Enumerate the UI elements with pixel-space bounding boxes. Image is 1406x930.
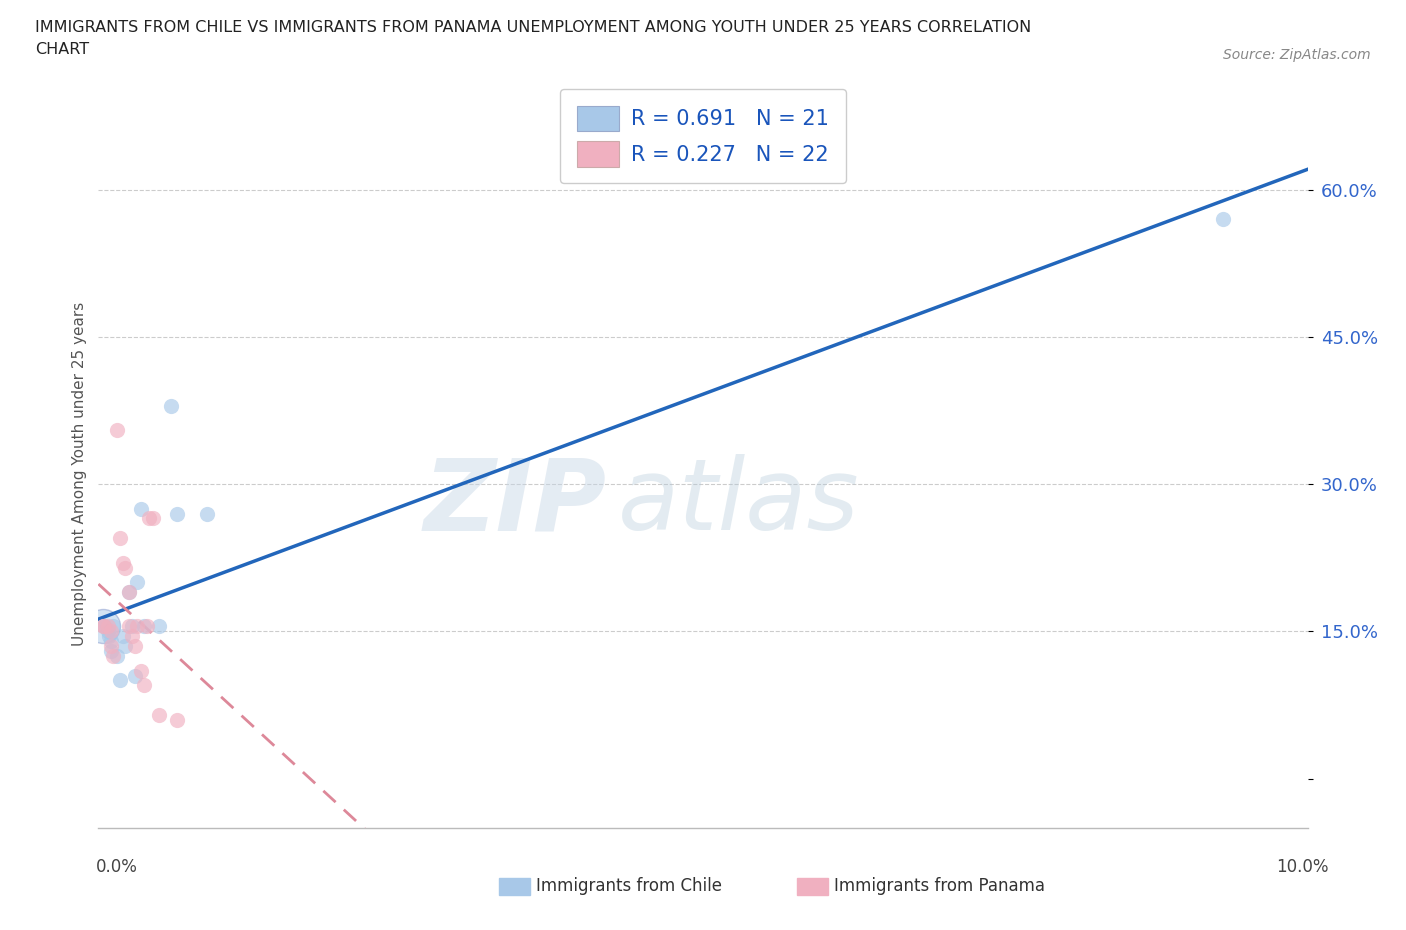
Text: ZIP: ZIP <box>423 454 606 551</box>
Point <box>134 678 156 693</box>
Point <box>108 531 131 546</box>
Point <box>118 585 141 600</box>
Point <box>91 619 114 634</box>
Point <box>111 629 134 644</box>
Point <box>148 619 170 634</box>
Point <box>111 555 134 570</box>
Point <box>118 585 141 600</box>
Text: Immigrants from Chile: Immigrants from Chile <box>536 877 721 896</box>
Point <box>129 663 152 678</box>
Point <box>97 624 120 639</box>
Point <box>148 708 170 723</box>
Point <box>98 629 121 644</box>
Point <box>105 423 128 438</box>
Point <box>1212 212 1234 227</box>
Point <box>129 501 152 516</box>
Point <box>114 639 136 654</box>
Y-axis label: Unemployment Among Youth under 25 years: Unemployment Among Youth under 25 years <box>72 302 87 646</box>
Point <box>138 512 160 526</box>
Text: IMMIGRANTS FROM CHILE VS IMMIGRANTS FROM PANAMA UNEMPLOYMENT AMONG YOUTH UNDER 2: IMMIGRANTS FROM CHILE VS IMMIGRANTS FROM… <box>35 20 1032 35</box>
Point <box>108 673 131 688</box>
Point <box>124 668 146 683</box>
Point <box>114 560 136 575</box>
Point <box>121 619 143 634</box>
Point <box>160 398 183 413</box>
Point <box>142 512 165 526</box>
Point <box>101 619 124 634</box>
Text: Immigrants from Panama: Immigrants from Panama <box>834 877 1045 896</box>
Point <box>100 644 122 658</box>
Point <box>91 619 114 634</box>
Text: 10.0%: 10.0% <box>1277 857 1329 876</box>
Point <box>93 619 115 634</box>
Point <box>100 624 122 639</box>
Text: 0.0%: 0.0% <box>96 857 138 876</box>
Text: Source: ZipAtlas.com: Source: ZipAtlas.com <box>1223 48 1371 62</box>
Point <box>101 648 124 663</box>
Point <box>100 633 122 648</box>
Point <box>105 648 128 663</box>
Point <box>100 639 122 654</box>
Point <box>127 575 149 590</box>
Point <box>97 619 120 634</box>
Point <box>166 712 188 727</box>
Legend: R = 0.691   N = 21, R = 0.227   N = 22: R = 0.691 N = 21, R = 0.227 N = 22 <box>561 89 845 183</box>
Text: atlas: atlas <box>619 454 860 551</box>
Point <box>121 629 143 644</box>
Point <box>195 506 218 521</box>
Point <box>135 619 157 634</box>
Text: CHART: CHART <box>35 42 89 57</box>
Point <box>93 619 115 634</box>
Point <box>134 619 156 634</box>
Point <box>118 619 141 634</box>
Point <box>124 639 146 654</box>
Point <box>166 506 188 521</box>
Point <box>127 619 149 634</box>
